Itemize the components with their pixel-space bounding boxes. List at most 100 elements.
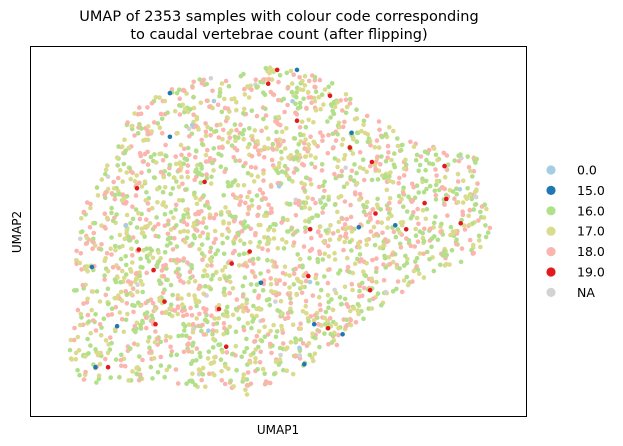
scatter-point	[68, 356, 74, 361]
scatter-point	[415, 206, 421, 212]
scatter-point	[326, 254, 332, 259]
scatter-point	[260, 246, 265, 251]
scatter-point	[335, 228, 341, 234]
scatter-point	[102, 273, 107, 278]
scatter-point	[150, 376, 155, 381]
scatter-point	[427, 161, 432, 166]
scatter-point	[108, 335, 113, 340]
scatter-point	[285, 86, 291, 91]
scatter-point	[189, 122, 195, 128]
scatter-point	[213, 212, 219, 217]
scatter-point	[347, 269, 352, 275]
scatter-point	[207, 104, 212, 110]
scatter-point	[256, 222, 262, 228]
scatter-point	[428, 226, 433, 232]
scatter-point	[349, 281, 355, 287]
scatter-point	[158, 354, 164, 360]
scatter-point	[257, 239, 263, 245]
scatter-point	[274, 67, 280, 73]
scatter-point	[326, 84, 332, 90]
legend-marker	[546, 267, 556, 277]
scatter-point	[130, 286, 136, 292]
scatter-point	[174, 244, 180, 249]
scatter-point	[247, 360, 253, 365]
scatter-point	[369, 306, 375, 311]
scatter-point	[299, 119, 305, 125]
scatter-point	[263, 379, 269, 384]
scatter-point	[108, 375, 113, 380]
scatter-point	[341, 247, 346, 253]
scatter-point	[481, 215, 487, 220]
scatter-point	[138, 326, 144, 331]
scatter-point	[216, 135, 222, 140]
scatter-point	[150, 205, 155, 211]
scatter-point	[336, 236, 342, 242]
scatter-point	[71, 337, 77, 343]
scatter-point	[197, 247, 202, 252]
scatter-point	[119, 363, 124, 369]
scatter-point	[383, 159, 389, 164]
scatter-point	[113, 357, 119, 362]
scatter-point	[382, 255, 388, 261]
scatter-point	[147, 335, 152, 340]
scatter-point	[134, 239, 139, 245]
scatter-point	[183, 207, 188, 213]
scatter-point	[96, 373, 102, 379]
scatter-point	[214, 329, 219, 334]
scatter-point	[179, 174, 184, 180]
scatter-point	[252, 128, 258, 133]
scatter-point	[154, 215, 159, 220]
scatter-point	[117, 375, 122, 380]
scatter-point	[272, 260, 278, 265]
scatter-point	[306, 146, 312, 151]
scatter-point	[322, 315, 328, 321]
scatter-point	[397, 266, 402, 271]
scatter-point	[264, 241, 270, 247]
scatter-point	[270, 147, 276, 152]
scatter-point	[259, 128, 264, 134]
scatter-point	[137, 180, 142, 185]
scatter-point	[170, 292, 175, 298]
scatter-point	[160, 290, 166, 296]
scatter-point	[177, 161, 182, 166]
scatter-point	[306, 318, 311, 324]
scatter-point	[83, 369, 88, 375]
scatter-point	[149, 129, 154, 134]
scatter-point	[311, 317, 317, 323]
scatter-point	[225, 209, 231, 215]
scatter-point	[344, 255, 350, 261]
scatter-point	[218, 122, 223, 127]
scatter-point	[350, 287, 355, 293]
scatter-point	[263, 106, 268, 112]
scatter-point	[292, 136, 298, 141]
scatter-point	[269, 157, 275, 163]
scatter-point	[197, 350, 203, 356]
scatter-point	[143, 224, 148, 230]
scatter-point	[265, 332, 271, 337]
scatter-point	[73, 350, 79, 356]
scatter-points	[67, 65, 493, 397]
scatter-point	[278, 298, 284, 304]
scatter-point	[140, 282, 145, 287]
scatter-point	[364, 261, 369, 266]
scatter-point	[286, 176, 292, 182]
scatter-point	[347, 239, 353, 245]
scatter-point	[438, 262, 443, 268]
scatter-point	[164, 367, 170, 373]
scatter-point	[118, 357, 124, 363]
scatter-point	[266, 297, 272, 302]
scatter-point	[118, 289, 124, 295]
scatter-point	[149, 313, 155, 318]
scatter-point	[271, 322, 276, 328]
scatter-point	[454, 241, 459, 247]
scatter-point	[179, 152, 184, 158]
scatter-point	[193, 227, 198, 232]
scatter-point	[233, 214, 238, 220]
scatter-point	[452, 196, 457, 201]
scatter-point	[184, 333, 189, 339]
scatter-point	[119, 298, 125, 304]
scatter-point	[355, 302, 361, 307]
scatter-point	[399, 289, 405, 295]
scatter-point	[77, 322, 83, 328]
